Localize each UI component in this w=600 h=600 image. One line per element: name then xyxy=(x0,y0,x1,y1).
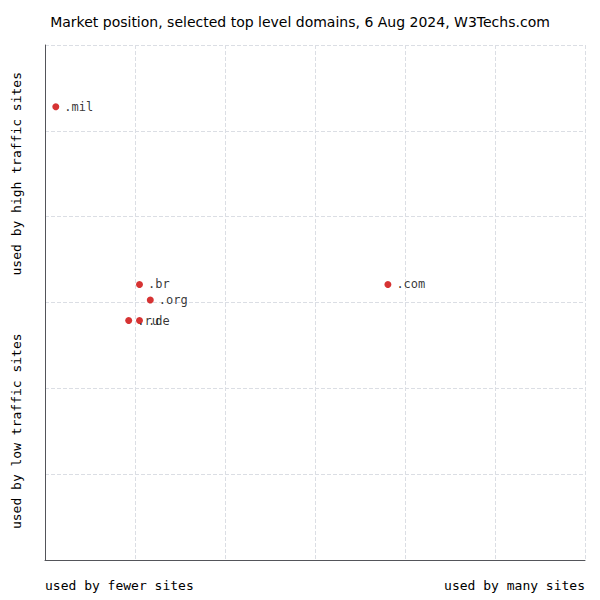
svg-text:.br: .br xyxy=(148,277,170,291)
svg-text:used by many sites: used by many sites xyxy=(444,578,585,593)
svg-text:.org: .org xyxy=(159,293,188,307)
svg-text:used by fewer sites: used by fewer sites xyxy=(45,578,194,593)
svg-text:.mil: .mil xyxy=(64,100,93,114)
svg-text:used by high traffic sites: used by high traffic sites xyxy=(9,72,24,276)
svg-text:used by low traffic sites: used by low traffic sites xyxy=(9,333,24,529)
svg-text:Market position, selected top: Market position, selected top level doma… xyxy=(50,14,550,30)
svg-text:.com: .com xyxy=(396,277,425,291)
svg-text:.de: .de xyxy=(148,314,170,328)
